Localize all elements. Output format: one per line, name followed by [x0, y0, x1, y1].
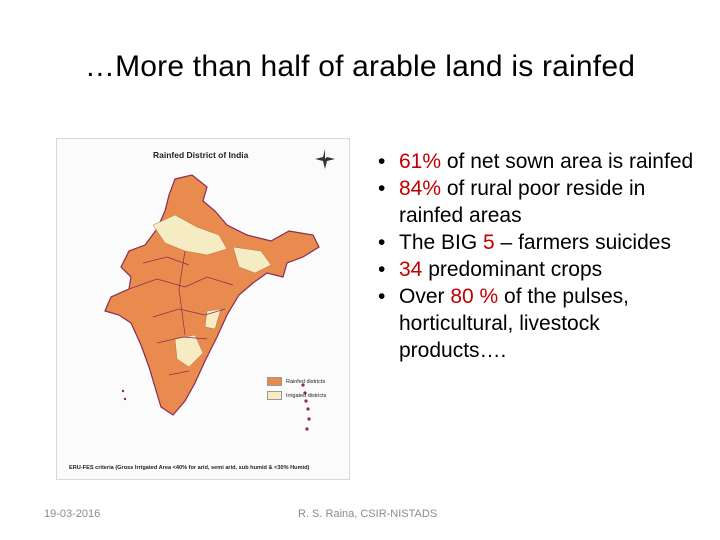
irrigated-region-east — [232, 246, 272, 274]
india-map-graphic — [104, 149, 335, 431]
bullet-text: of net sown area is rainfed — [441, 150, 694, 173]
bullet-item: • 34 predominant crops — [378, 256, 698, 283]
bullet-dot-icon: • — [378, 285, 386, 308]
bullet-highlight: 5 — [483, 231, 495, 254]
bullet-highlight: 34 — [399, 258, 423, 281]
bullet-text: – farmers suicides — [494, 231, 671, 254]
bullet-dot-icon: • — [378, 177, 386, 200]
bullet-dot-icon: • — [378, 231, 386, 254]
bullet-item: • 84% of rural poor reside in rainfed ar… — [378, 175, 698, 229]
india-rainfed-map: Rainfed District of India — [56, 138, 350, 480]
bullet-prefix: Over — [399, 285, 451, 308]
bullet-item: • 61% of net sown area is rainfed — [378, 148, 698, 175]
irrigated-region-south — [174, 334, 204, 368]
bullet-highlight: 84% — [399, 177, 442, 200]
bullet-dot-icon: • — [378, 150, 386, 173]
bullet-prefix: The BIG — [399, 231, 484, 254]
bullet-highlight: 80 % — [450, 285, 499, 308]
irrigated-region-north — [152, 214, 228, 256]
bullet-dot-icon: • — [378, 258, 386, 281]
bullet-text: of rural poor reside in rainfed areas — [399, 177, 646, 227]
bullet-item: • The BIG 5 – farmers suicides — [378, 229, 698, 256]
bullet-text: of the pulses, horticultural, livestock … — [399, 285, 629, 362]
footer-date: 19-03-2016 — [44, 508, 101, 520]
legend-swatch — [267, 391, 282, 400]
bullet-item: • Over 80 % of the pulses, horticultural… — [378, 283, 698, 364]
map-caption: ERU-FES criteria (Gross Irrigated Area <… — [69, 465, 310, 471]
legend-swatch — [267, 377, 282, 386]
legend-item-irrigated: Irrigated districts — [267, 391, 326, 400]
bullet-highlight: 61% — [399, 150, 442, 173]
legend-item-rainfed: Rainfed districts — [267, 377, 326, 386]
legend-label: Rainfed districts — [286, 378, 326, 385]
slide-title: …More than half of arable land is rainfe… — [84, 50, 636, 83]
compass-icon — [315, 149, 335, 169]
india-outline — [104, 174, 320, 416]
legend-label: Irrigated districts — [286, 392, 327, 399]
bullet-text: predominant crops — [422, 258, 603, 281]
map-legend: Rainfed districts Irrigated districts — [267, 377, 326, 405]
map-title: Rainfed District of India — [153, 150, 249, 160]
bullet-list: • 61% of net sown area is rainfed • 84% … — [378, 148, 698, 364]
footer-author: R. S. Raina, CSIR-NISTADS — [298, 508, 438, 520]
